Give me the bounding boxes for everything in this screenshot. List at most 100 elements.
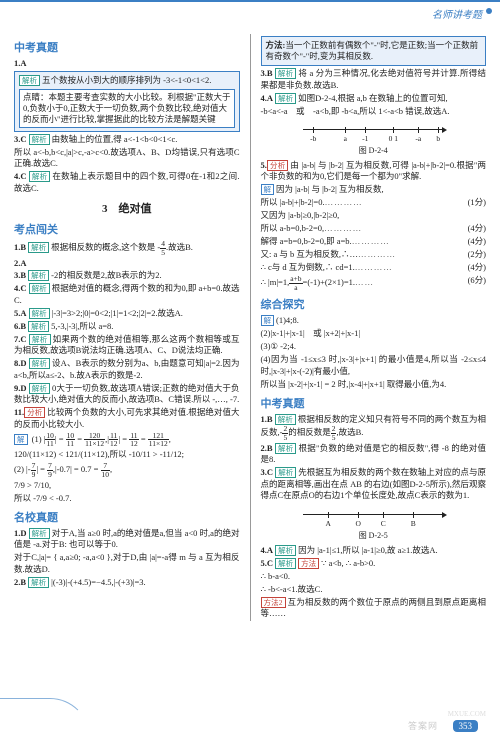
fb: 11 <box>66 440 76 448</box>
tag: 解析 <box>275 467 296 478</box>
text: |-3|=3>2;|0|=0<2;|1|=1<2;|2|=2.故选A. <box>52 308 183 318</box>
item-num: 1.B <box>261 414 273 424</box>
text: ∴ b-a<0. <box>261 571 487 582</box>
text: ,|-0.7| = 0.7 = <box>53 464 101 474</box>
text: |(-3)|-(+4.5)=−4.5,|-(+3)|=3. <box>51 577 146 587</box>
item-num: 8.D <box>14 358 27 368</box>
item-num: 4.C <box>14 171 27 181</box>
text: 比较两个负数的大小,可先求其绝对值.根据绝对值大的反而小比较大小. <box>14 407 240 428</box>
tag: 解析 <box>275 545 296 556</box>
column-divider <box>250 34 251 621</box>
text: 因为 |a-1|≤1,所以 |a-1|≥0,故 a≥1.故选A. <box>298 545 438 555</box>
text: (2) |- <box>14 464 31 474</box>
tag: 解析 <box>28 270 49 281</box>
text: 所以 -7/9 < -0.7. <box>14 493 240 504</box>
item-num: 4.A <box>261 93 274 103</box>
fb: 11×12 <box>148 440 169 448</box>
tag: 解析 <box>275 414 296 425</box>
tag: 解析 <box>275 68 296 79</box>
text: 所以 |a-b|+|b-2|=0. <box>261 197 325 207</box>
text: 又: a 与 b 互为相反数,∴… <box>261 249 359 259</box>
tag: 解析 <box>29 134 50 145</box>
score: (1分) <box>468 197 486 208</box>
text: 5,-3,|-3|,所以 a=8. <box>51 321 113 331</box>
tag: 解析 <box>29 528 50 539</box>
sec-kaodian: 考点闯关 <box>14 221 240 237</box>
subsection-title: 3 绝对值 <box>14 200 240 216</box>
text: ∴ |m|=1, <box>261 277 290 287</box>
figure-d24: -ba-10 1-ab 图 D-2-4 <box>261 121 487 156</box>
text: = <box>75 434 84 444</box>
text: 由 |a-b| 与 |b-2| 互为相反数,可得 |a-b|+|b-2|=0.根… <box>261 160 487 181</box>
score: (2分) <box>468 249 486 260</box>
text: , <box>169 434 171 444</box>
tag-fangfa: 方法 <box>298 558 319 569</box>
method-box: 方法:当一个正数前有偶数个"-"时,它是正数;当一个正数前有奇数个"-"时,变为… <box>261 36 487 66</box>
item-num: 4.C <box>14 283 27 293</box>
item-num: 3.B <box>261 68 273 78</box>
text: 所以 a-b=0,b-2=0, <box>261 223 325 233</box>
tag: 解析 <box>28 577 49 588</box>
fb: 11 <box>45 440 55 448</box>
fb: 10 <box>101 471 111 479</box>
item-num: 2.B <box>14 577 26 587</box>
figure-d25: AOCB 图 D-2-5 <box>261 506 487 541</box>
sec-zhongkao2: 中考真题 <box>261 395 487 411</box>
inner-box: 点睛：本题主要考查实数的大小比较。利根据"正数大于0,负数小于0,正数大于一切负… <box>19 89 235 128</box>
text: =(-1)+(2×1)=1. <box>303 277 355 287</box>
fb: 11×12 <box>84 440 105 448</box>
item-num: 11. <box>14 407 24 417</box>
text: .故选B. <box>166 242 193 252</box>
watermark: 答案网 <box>408 719 438 732</box>
item-num: 5.C <box>261 558 274 568</box>
item-num: 3.C <box>14 134 27 144</box>
score: (4分) <box>468 262 486 273</box>
text: 又因为 |a-b|≥0,|b-2|≥0, <box>261 210 487 221</box>
page-number: 353 <box>453 720 479 732</box>
item-num: 6.B <box>14 321 26 331</box>
header-label: 名师讲考题 <box>432 6 482 21</box>
text: ,故选B. <box>336 427 363 437</box>
text: ∴ c与 d 互为倒数,∴ cd=1. <box>261 262 355 272</box>
item-num: 5.A <box>14 308 27 318</box>
item-num: 2.A <box>14 258 27 268</box>
text: | = <box>55 434 66 444</box>
tag: 解析 <box>29 383 50 394</box>
text: 如图D-2-4,根据 a,b 在数轴上的位置可知, <box>298 93 447 103</box>
text: (2)|x-1|+|x-1| 或 |x+2|+|x-1| <box>261 328 487 339</box>
text: | = <box>118 434 129 444</box>
tag-fenxi: 分析 <box>24 407 45 418</box>
tag-jie: 解 <box>261 184 275 195</box>
item-num: 3.C <box>261 467 274 477</box>
item-num: 9.D <box>14 383 27 393</box>
sec-zhongkao: 中考真题 <box>14 39 240 55</box>
item-num: 4.A <box>261 545 274 555</box>
text: 互为相反数的两个数位于原点的两侧且到原点距离相等…… <box>261 597 487 618</box>
fb: 12 <box>129 440 139 448</box>
item-num: 2.B <box>261 443 273 453</box>
decorative-curve <box>0 698 90 738</box>
right-column: 方法:当一个正数前有偶数个"-"时,它是正数;当一个正数前有奇数个"-"时,变为… <box>261 34 487 621</box>
tag: 解析 <box>29 283 50 294</box>
score: (6分) <box>468 275 486 286</box>
text: 当一个正数前有偶数个"-"时,它是正数;当一个正数前有奇数个"-"时,变为其相反… <box>266 40 479 61</box>
item-num: 5. <box>261 160 267 170</box>
text: (1) | <box>32 434 46 444</box>
fb: a <box>289 284 302 292</box>
text: 根据相反数的概念,这个数是 - <box>51 242 160 252</box>
tag-fenxi: 分析 <box>267 160 289 171</box>
text: 的相反数是 <box>288 427 331 437</box>
tag-jiexi: 解析 <box>19 75 40 86</box>
fig-caption: 图 D-2-4 <box>359 146 388 155</box>
text: -b<a<-a 或 -a<b,即 -b<a,所以 1<-a<b 错误,故选A. <box>261 106 487 117</box>
item-num: 7.C <box>14 334 27 344</box>
text: | = <box>36 464 47 474</box>
text: 解得 a=b=0,b-2=0,即 a=b. <box>261 236 352 246</box>
text: (3)① -2;4. <box>261 341 487 352</box>
text: 对于C,|a|= { a,a≥0; -a,a<0 },对于D,由 |a|=-a得… <box>14 552 240 575</box>
score: (4分) <box>468 236 486 247</box>
tag: 解析 <box>29 171 51 182</box>
header-dot <box>486 8 492 14</box>
tag: 解析 <box>275 443 297 454</box>
text: 7/9 > 7/10, <box>14 480 240 491</box>
